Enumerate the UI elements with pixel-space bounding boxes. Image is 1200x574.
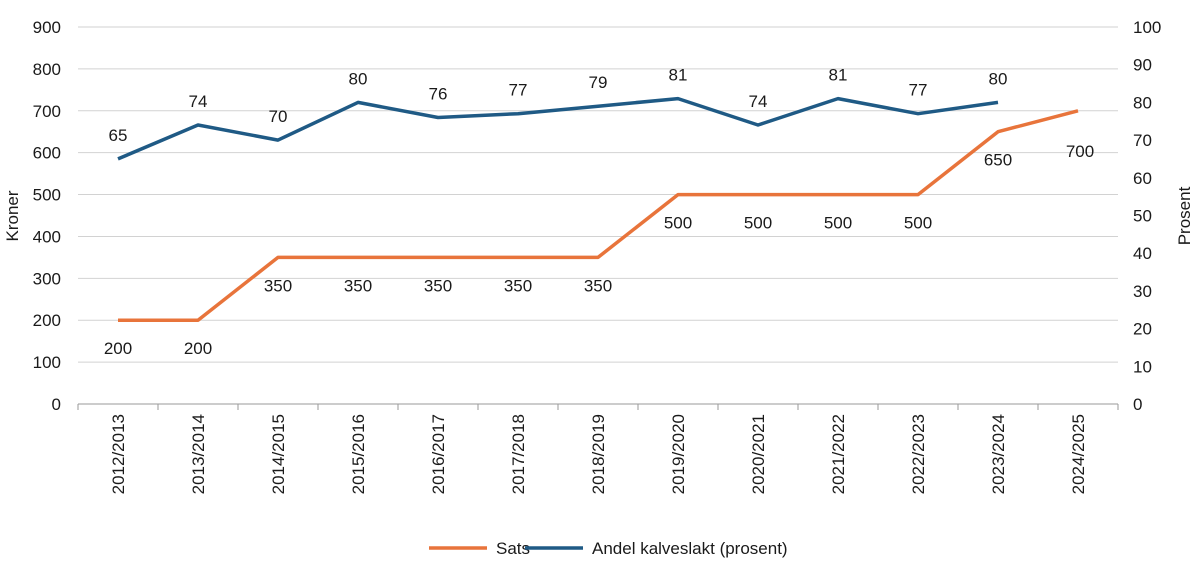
series-line-sats <box>118 109 1079 322</box>
series-lines <box>117 96 1079 322</box>
y2-tick-label: 60 <box>1133 169 1152 188</box>
x-tick-label: 2013/2014 <box>189 414 208 494</box>
data-label: 74 <box>749 92 768 111</box>
y-axis-left-ticks: 0 100 200 300 400 500 600 700 800 900 <box>33 18 61 414</box>
x-tick-label: 2020/2021 <box>749 414 768 494</box>
data-label: 70 <box>269 107 288 126</box>
y2-tick-label: 90 <box>1133 56 1152 75</box>
y2-tick-label: 40 <box>1133 244 1152 263</box>
data-label: 81 <box>669 66 688 85</box>
x-axis-ticks: 2012/2013 2013/2014 2014/2015 2015/2016 2016… <box>77 404 1119 494</box>
data-label: 81 <box>829 66 848 85</box>
y-axis-right-title: Prosent <box>1175 186 1194 245</box>
y-tick-label: 400 <box>33 227 61 246</box>
y2-tick-label: 10 <box>1133 357 1152 376</box>
x-tick-label: 2021/2022 <box>829 414 848 494</box>
y2-tick-label: 100 <box>1133 18 1161 37</box>
data-label: 200 <box>184 339 212 358</box>
data-label: 77 <box>509 81 528 100</box>
data-label: 74 <box>189 92 208 111</box>
y-tick-label: 0 <box>52 395 61 414</box>
y-axis-left-title: Kroner <box>3 190 22 241</box>
y2-tick-label: 20 <box>1133 320 1152 339</box>
x-tick-label: 2023/2024 <box>989 414 1008 494</box>
y-tick-label: 600 <box>33 144 61 163</box>
data-label: 350 <box>264 276 292 295</box>
data-label: 350 <box>584 276 612 295</box>
data-label: 500 <box>824 214 852 233</box>
x-tick-label: 2015/2016 <box>349 414 368 494</box>
y2-tick-label: 50 <box>1133 207 1152 226</box>
data-label: 200 <box>104 339 132 358</box>
data-label: 700 <box>1066 142 1094 161</box>
y2-tick-label: 70 <box>1133 131 1152 150</box>
y2-tick-label: 80 <box>1133 93 1152 112</box>
y2-tick-label: 30 <box>1133 282 1152 301</box>
y-tick-label: 800 <box>33 60 61 79</box>
y-tick-label: 300 <box>33 269 61 288</box>
data-label: 500 <box>904 214 932 233</box>
y-tick-label: 500 <box>33 186 61 205</box>
data-labels: 200 200 350 350 350 350 350 500 500 500 500 650 700 6… <box>104 66 1094 359</box>
x-tick-label: 2018/2019 <box>589 414 608 494</box>
y-tick-label: 900 <box>33 18 61 37</box>
x-tick-label: 2014/2015 <box>269 414 288 494</box>
data-label: 65 <box>109 126 128 145</box>
x-tick-label: 2022/2023 <box>909 414 928 494</box>
x-tick-label: 2016/2017 <box>429 414 448 494</box>
y-axis-right-ticks: 0 10 20 30 40 50 60 70 80 90 100 <box>1133 18 1161 414</box>
legend-label: Sats <box>496 539 530 558</box>
data-label: 350 <box>504 276 532 295</box>
x-tick-label: 2019/2020 <box>669 414 688 494</box>
y2-tick-label: 0 <box>1133 395 1142 414</box>
data-label: 350 <box>424 276 452 295</box>
data-label: 79 <box>589 73 608 92</box>
x-tick-label: 2012/2013 <box>109 414 128 494</box>
data-label: 80 <box>349 69 368 88</box>
data-label: 500 <box>664 214 692 233</box>
data-label: 77 <box>909 81 928 100</box>
data-label: 80 <box>989 69 1008 88</box>
data-label: 350 <box>344 276 372 295</box>
y-tick-label: 100 <box>33 353 61 372</box>
data-label: 76 <box>429 84 448 103</box>
legend: Sats Andel kalveslakt (prosent) <box>429 539 788 558</box>
y-tick-label: 700 <box>33 102 61 121</box>
x-tick-label: 2024/2025 <box>1069 414 1088 494</box>
x-tick-label: 2017/2018 <box>509 414 528 494</box>
y-tick-label: 200 <box>33 311 61 330</box>
series-line-andel <box>117 96 999 161</box>
data-label: 650 <box>984 151 1012 170</box>
legend-label: Andel kalveslakt (prosent) <box>592 539 788 558</box>
data-label: 500 <box>744 214 772 233</box>
